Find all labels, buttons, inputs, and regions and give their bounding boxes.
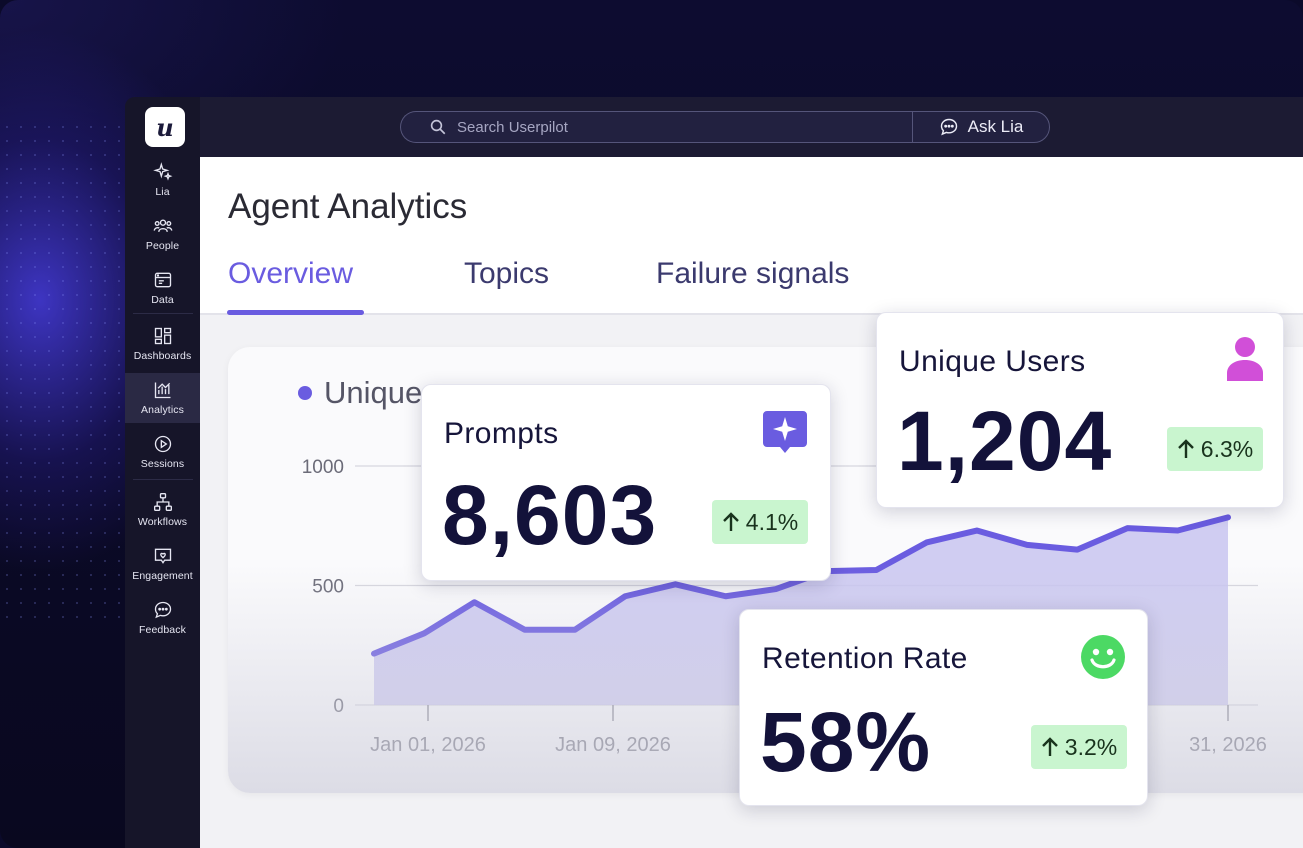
sidebar-item-label: Dashboards [133, 350, 192, 362]
people-icon [153, 219, 172, 232]
tab-topics[interactable]: Topics [464, 257, 550, 290]
arrow-up-icon [1041, 737, 1058, 756]
sidebar-item-label: Data [151, 294, 174, 306]
search-input[interactable]: Search Userpilot [400, 111, 913, 143]
feedback-icon [154, 601, 171, 619]
prompts-change: 4.1% [745, 508, 799, 535]
divider [133, 313, 193, 314]
arrow-up-icon [1177, 439, 1194, 458]
workflow-icon [153, 493, 172, 511]
userpilot-logo[interactable]: u [145, 107, 185, 147]
unique-users-value: 1,204 [897, 394, 1113, 488]
sidebar-item-engagement[interactable]: Engagement [125, 539, 200, 589]
sidebar-item-label: Feedback [139, 624, 186, 636]
sidebar-item-lia[interactable]: Lia [125, 155, 200, 205]
data-icon [154, 272, 171, 288]
sidebar-item-data[interactable]: Data [125, 263, 200, 313]
retention-rate-label: Retention Rate [762, 642, 968, 675]
dashboards-icon [154, 327, 171, 345]
retention-rate-card[interactable]: Retention Rate 58% 3.2% [739, 609, 1148, 806]
sidebar-item-dashboards[interactable]: Dashboards [125, 319, 200, 369]
user-icon [1225, 335, 1265, 388]
ask-lia-label: Ask Lia [967, 117, 1024, 136]
dot-pattern [0, 120, 125, 620]
prompts-value: 8,603 [442, 468, 658, 562]
x-tick-label: Jan 09, 2026 [555, 734, 671, 756]
search-icon [430, 119, 446, 135]
retention-rate-value: 58% [760, 695, 932, 789]
sidebar-item-analytics[interactable]: Analytics [125, 373, 200, 423]
x-tick-label: 31, 2026 [1189, 734, 1267, 756]
sidebar-item-label: Workflows [137, 516, 188, 528]
engagement-icon [154, 548, 171, 564]
sidebar-item-sessions[interactable]: Sessions [125, 427, 200, 477]
x-tick-label: Jan 01, 2026 [370, 734, 486, 756]
ask-lia-button[interactable]: Ask Lia [912, 111, 1050, 143]
sidebar-item-label: People [145, 240, 180, 252]
sparkle-chat-icon [762, 409, 808, 460]
chat-icon [940, 118, 957, 136]
divider [133, 479, 193, 480]
unique-users-card[interactable]: Unique Users 1,204 6.3% [876, 312, 1284, 508]
y-tick-label: 0 [333, 696, 344, 717]
smiley-icon [1080, 634, 1126, 685]
y-tick-label: 500 [312, 577, 344, 598]
legend-dot [298, 386, 312, 400]
arrow-up-icon [722, 512, 739, 531]
sidebar-item-label: Sessions [140, 458, 185, 470]
prompts-change-badge: 4.1% [712, 500, 808, 544]
retention-rate-change-badge: 3.2% [1031, 725, 1127, 769]
analytics-icon [154, 382, 170, 399]
active-tab-indicator [227, 310, 364, 315]
unique-users-change-badge: 6.3% [1167, 427, 1263, 471]
sidebar-item-people[interactable]: People [125, 209, 200, 259]
tab-overview[interactable]: Overview [228, 257, 354, 290]
chart-legend: Unique [298, 375, 422, 411]
sidebar-item-label: Lia [155, 186, 170, 198]
sidebar-item-label: Analytics [141, 404, 184, 416]
play-icon [154, 435, 171, 453]
sidebar-item-label: Engagement [132, 570, 193, 582]
prompts-label: Prompts [444, 417, 559, 450]
sparkle-icon [152, 162, 172, 181]
search-placeholder: Search Userpilot [457, 118, 568, 136]
retention-rate-change: 3.2% [1064, 733, 1118, 760]
sidebar-item-feedback[interactable]: Feedback [125, 593, 200, 643]
unique-users-label: Unique Users [899, 345, 1086, 378]
y-tick-label: 1000 [302, 457, 344, 478]
unique-users-change: 6.3% [1200, 435, 1254, 462]
page-header: Agent Analytics Overview Topics Failure … [200, 157, 1303, 315]
sidebar: u Lia People Data Dashboards Analytics S… [125, 97, 200, 848]
tab-failure-signals[interactable]: Failure signals [656, 257, 850, 290]
page-title: Agent Analytics [228, 187, 468, 226]
prompts-card[interactable]: Prompts 8,603 4.1% [421, 384, 831, 581]
top-bar: Search Userpilot Ask Lia [200, 97, 1303, 157]
sidebar-item-workflows[interactable]: Workflows [125, 485, 200, 535]
legend-label: Unique [324, 375, 423, 410]
